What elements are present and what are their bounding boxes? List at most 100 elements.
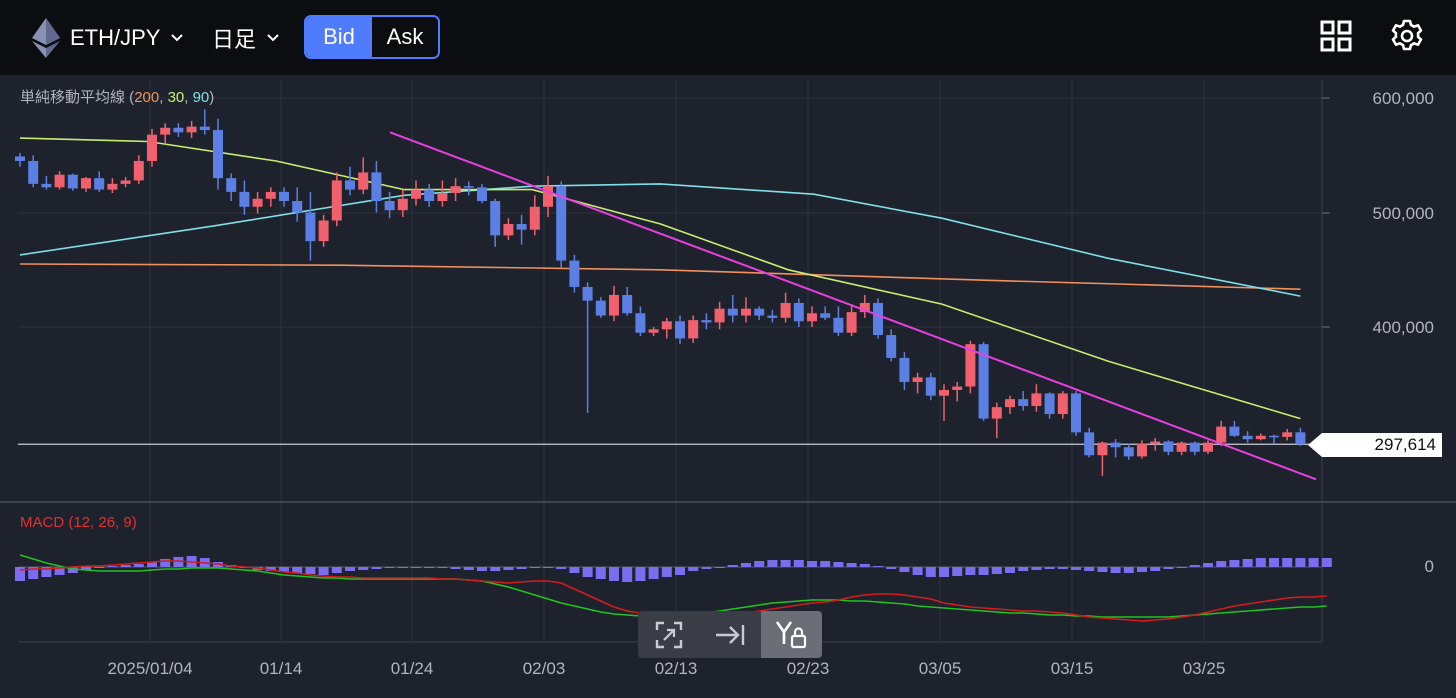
- candle-body: [1071, 393, 1081, 433]
- price-chart[interactable]: [0, 75, 1456, 698]
- macd-histogram-bar: [675, 567, 685, 575]
- candle-body: [727, 308, 738, 316]
- candle-body: [1229, 426, 1240, 436]
- ma30-period: 30: [167, 89, 185, 106]
- macd-histogram-bar: [397, 567, 408, 568]
- macd-histogram-bar: [978, 567, 989, 575]
- candle-body: [147, 134, 157, 161]
- macd-histogram-bar: [556, 567, 567, 569]
- candle-body: [133, 160, 144, 181]
- candle-body: [173, 127, 184, 133]
- macd-histogram-bar: [384, 567, 395, 568]
- scroll-to-latest-button[interactable]: [699, 611, 760, 658]
- candle-body: [450, 186, 461, 194]
- macd-histogram-bar: [767, 560, 778, 567]
- candle-body: [186, 126, 197, 133]
- macd-histogram-bar: [1005, 567, 1015, 573]
- macd-histogram-bar: [1255, 558, 1266, 567]
- macd-histogram-bar: [133, 564, 144, 567]
- macd-histogram-bar: [741, 563, 751, 567]
- macd-histogram-bar: [15, 567, 25, 581]
- candle-body: [833, 317, 844, 333]
- macd-histogram-bar: [727, 565, 738, 567]
- candle-body: [67, 174, 78, 189]
- macd-histogram-bar: [1321, 558, 1332, 567]
- ma90-period: 90: [192, 89, 210, 106]
- chevron-down-icon: [171, 34, 184, 42]
- candle-body: [1123, 447, 1134, 457]
- candle-body: [543, 186, 553, 207]
- candle-body: [1255, 435, 1266, 440]
- macd-histogram-bar: [1295, 558, 1306, 567]
- macd-histogram-bar: [688, 567, 699, 571]
- top-toolbar: ETH/JPY 日足 Bid Ask: [0, 0, 1456, 75]
- grid-layout-icon[interactable]: [1318, 18, 1354, 54]
- macd-histogram-bar: [661, 567, 672, 577]
- macd-histogram-bar: [1018, 567, 1029, 571]
- bid-button[interactable]: Bid: [306, 17, 372, 57]
- candle-body: [1110, 442, 1121, 448]
- pair-selector[interactable]: ETH/JPY: [32, 16, 184, 60]
- price-tick: 400,000: [1372, 318, 1434, 337]
- macd-histogram-bar: [965, 567, 976, 575]
- scroll-to-latest-icon: [715, 624, 745, 645]
- candle-body: [318, 220, 329, 242]
- settings-gear-icon[interactable]: [1389, 18, 1425, 54]
- ma30-line: [19, 137, 1301, 420]
- candle-body: [714, 308, 725, 323]
- candle-body: [529, 206, 540, 230]
- candle-body: [648, 329, 659, 333]
- current-price-tag: 297,614: [1308, 433, 1442, 457]
- candle-body: [292, 201, 303, 213]
- candle-body: [424, 189, 435, 202]
- candle-body: [503, 223, 514, 236]
- candle-body: [701, 320, 712, 323]
- candle-body: [279, 191, 289, 202]
- candle-body: [94, 178, 105, 190]
- macd-histogram-bar: [28, 567, 39, 579]
- candle-body: [477, 187, 487, 202]
- macd-histogram-bar: [490, 567, 501, 571]
- macd-histogram-bar: [886, 567, 897, 569]
- fullscreen-button[interactable]: [638, 611, 699, 658]
- candle-body: [516, 223, 527, 230]
- lock-y-axis-button[interactable]: [760, 611, 822, 658]
- macd-legend: MACD (12, 26, 9): [20, 514, 137, 531]
- macd-histogram-bar: [820, 561, 831, 567]
- candle-body: [688, 320, 699, 339]
- macd-histogram-bar: [107, 566, 118, 567]
- macd-histogram-bar: [1282, 558, 1293, 567]
- candle-body: [28, 160, 39, 184]
- candle-body: [463, 186, 474, 188]
- candle-body: [345, 180, 355, 190]
- macd-histogram-bar: [120, 565, 131, 567]
- macd-histogram-bar: [41, 567, 52, 577]
- macd-histogram-bar: [1057, 567, 1068, 569]
- candle-body: [54, 174, 65, 188]
- macd-histogram-bar: [780, 560, 791, 567]
- ma-legend-sep: ,: [159, 89, 168, 106]
- macd-histogram-bar: [595, 567, 606, 579]
- macd-histogram-bar: [846, 563, 857, 567]
- date-tick: 02/03: [522, 659, 566, 678]
- candle-body: [925, 377, 936, 396]
- candle-body: [265, 191, 276, 199]
- macd-histogram-bar: [503, 567, 514, 570]
- macd-histogram-bar: [1097, 567, 1108, 572]
- macd-histogram-bar: [54, 567, 65, 575]
- ask-button[interactable]: Ask: [372, 17, 438, 57]
- macd-histogram-bar: [635, 567, 646, 581]
- date-tick: 01/14: [259, 659, 303, 678]
- candle-body: [859, 302, 870, 313]
- macd-histogram-bar: [358, 567, 369, 570]
- macd-histogram-bar: [569, 567, 580, 573]
- candle-body: [226, 178, 237, 192]
- candle-body: [411, 189, 421, 199]
- candle-body: [635, 313, 646, 333]
- timeframe-selector[interactable]: 日足: [212, 16, 284, 60]
- candle-body: [1269, 435, 1279, 438]
- macd-histogram-bar: [305, 567, 316, 574]
- candle-body: [569, 260, 580, 287]
- timeframe-label: 日足: [212, 27, 257, 52]
- date-tick: 03/25: [1182, 659, 1226, 678]
